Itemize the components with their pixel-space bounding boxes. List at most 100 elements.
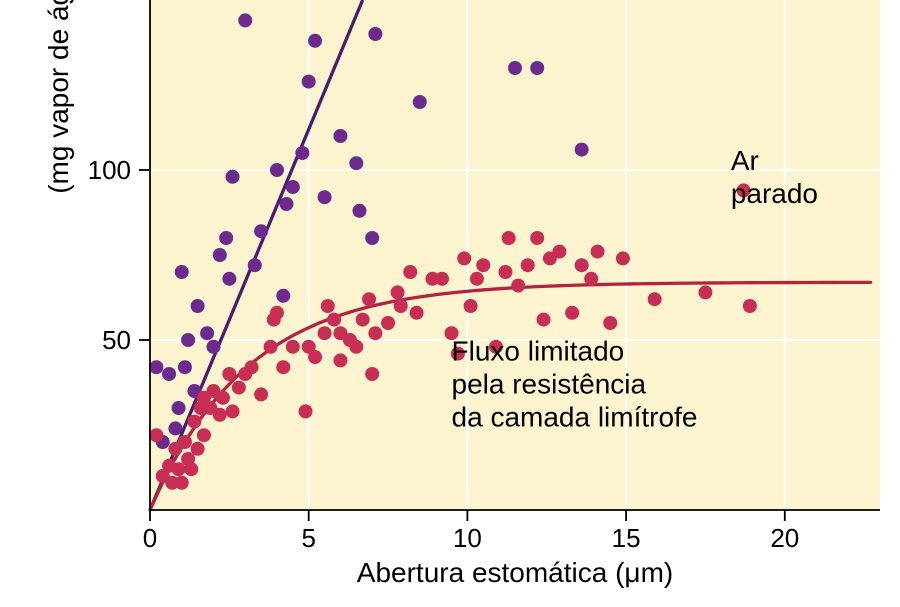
data-point-purple (254, 224, 268, 238)
data-point-red (648, 292, 662, 306)
data-point-red (403, 265, 417, 279)
data-point-purple (352, 204, 366, 218)
y-axis-label-2: (mg vapor de água (43, 0, 74, 194)
x-tick-label: 15 (612, 523, 641, 553)
data-point-red (502, 231, 516, 245)
y-tick-label: 100 (88, 155, 131, 185)
data-point-purple (200, 326, 214, 340)
data-point-red (232, 381, 246, 395)
data-point-red (362, 292, 376, 306)
data-point-red (191, 442, 205, 456)
annotation-fluxo-limitado-line1: pela resistência (452, 368, 647, 399)
data-point-red (270, 306, 284, 320)
data-point-red (308, 350, 322, 364)
plot-background (150, 0, 880, 510)
data-point-red (470, 272, 484, 286)
data-point-purple (238, 13, 252, 27)
data-point-purple (349, 156, 363, 170)
data-point-red (530, 231, 544, 245)
data-point-purple (413, 95, 427, 109)
data-point-purple (222, 272, 236, 286)
data-point-red (511, 279, 525, 293)
data-point-red (394, 299, 408, 313)
data-point-red (368, 326, 382, 340)
data-point-red (197, 428, 211, 442)
data-point-red (318, 326, 332, 340)
data-point-red (349, 340, 363, 354)
data-point-red (172, 462, 186, 476)
data-point-purple (575, 143, 589, 157)
data-point-red (381, 316, 395, 330)
data-point-purple (172, 401, 186, 415)
data-point-red (321, 299, 335, 313)
data-point-purple (175, 265, 189, 279)
data-point-red (333, 353, 347, 367)
data-point-red (616, 251, 630, 265)
data-point-red (552, 245, 566, 259)
data-point-red (603, 316, 617, 330)
data-point-purple (368, 27, 382, 41)
data-point-red (464, 299, 478, 313)
data-point-red (356, 313, 370, 327)
scatter-chart: 0 5 10 15 20 50 100 Abertura estomática (μm) Flu… (0, 0, 900, 607)
data-point-red (245, 360, 259, 374)
data-point-purple (181, 333, 195, 347)
data-point-purple (302, 75, 316, 89)
x-tick-label: 10 (453, 523, 482, 553)
data-point-purple (248, 258, 262, 272)
data-point-red (591, 245, 605, 259)
data-point-red (254, 387, 268, 401)
data-point-red (178, 435, 192, 449)
data-point-red (410, 306, 424, 320)
data-point-red (476, 258, 490, 272)
data-point-red (327, 313, 341, 327)
data-point-red (216, 391, 230, 405)
data-point-purple (365, 231, 379, 245)
data-point-red (521, 258, 535, 272)
data-point-red (365, 367, 379, 381)
data-point-purple (318, 190, 332, 204)
data-point-red (498, 265, 512, 279)
data-point-purple (295, 146, 309, 160)
data-point-red (435, 272, 449, 286)
data-point-purple (178, 360, 192, 374)
y-tick-label: 50 (102, 325, 131, 355)
data-point-red (222, 367, 236, 381)
data-point-red (565, 306, 579, 320)
data-point-red (698, 285, 712, 299)
data-point-purple (191, 299, 205, 313)
data-point-purple (219, 231, 233, 245)
data-point-purple (279, 197, 293, 211)
data-point-red (276, 360, 290, 374)
data-point-red (175, 476, 189, 490)
data-point-purple (270, 163, 284, 177)
data-point-red (187, 415, 201, 429)
data-point-red (537, 313, 551, 327)
data-point-red (743, 299, 757, 313)
data-point-red (286, 340, 300, 354)
annotation-fluxo-limitado-line0: Fluxo limitado (452, 335, 625, 366)
data-point-red (391, 285, 405, 299)
data-point-purple (149, 360, 163, 374)
data-point-purple (530, 61, 544, 75)
annotation-ar-parado-line0: Ar (731, 145, 759, 176)
data-point-purple (286, 180, 300, 194)
data-point-purple (226, 170, 240, 184)
data-point-red (457, 251, 471, 265)
data-point-purple (206, 340, 220, 354)
data-point-red (184, 462, 198, 476)
data-point-red (299, 404, 313, 418)
annotation-ar-parado-line1: parado (731, 178, 818, 209)
data-point-purple (308, 34, 322, 48)
annotation-fluxo-limitado-line2: da camada limítrofe (452, 401, 698, 432)
data-point-red (213, 408, 227, 422)
data-point-purple (508, 61, 522, 75)
data-point-red (226, 404, 240, 418)
data-point-purple (168, 421, 182, 435)
x-tick-label: 20 (770, 523, 799, 553)
x-axis-label: Abertura estomática (μm) (357, 557, 673, 588)
x-tick-label: 5 (301, 523, 315, 553)
x-tick-label: 0 (143, 523, 157, 553)
data-point-red (575, 258, 589, 272)
data-point-red (264, 340, 278, 354)
